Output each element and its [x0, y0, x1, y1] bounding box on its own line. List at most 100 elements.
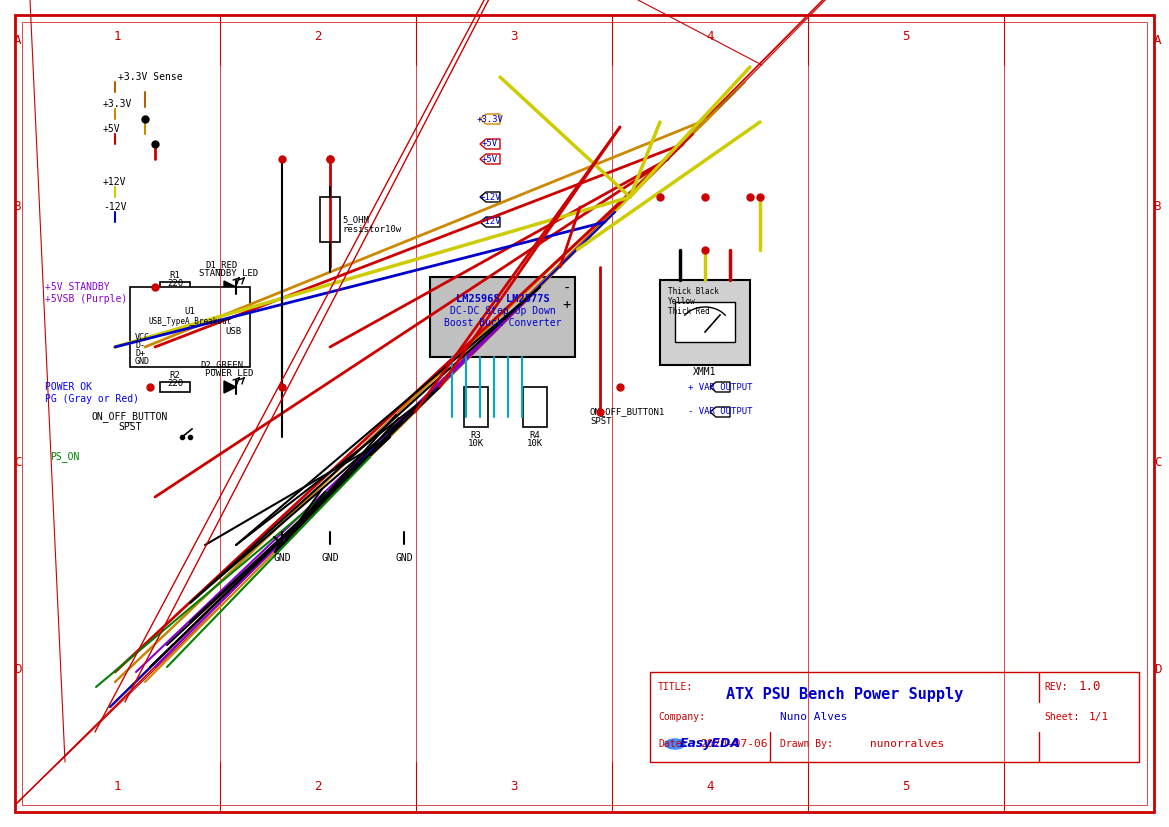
Text: 5_OHM: 5_OHM: [343, 216, 369, 224]
Text: R4: R4: [530, 431, 540, 439]
Polygon shape: [224, 281, 236, 293]
Text: 3: 3: [510, 781, 518, 793]
Text: Drawn By:: Drawn By:: [780, 739, 832, 749]
Text: R1: R1: [170, 270, 180, 280]
Text: R2: R2: [170, 370, 180, 380]
Bar: [160, 382, 191, 392]
Text: USB: USB: [226, 327, 242, 337]
Text: XMM1: XMM1: [693, 367, 717, 377]
Bar: [660, 280, 750, 365]
Text: REV:: REV:: [1044, 682, 1067, 692]
Text: ON_OFF_BUTTON1: ON_OFF_BUTTON1: [590, 408, 665, 417]
Text: +3.3V Sense: +3.3V Sense: [118, 72, 182, 82]
Polygon shape: [480, 192, 500, 202]
Bar: [320, 197, 340, 242]
Text: 5: 5: [902, 31, 909, 44]
Text: 1: 1: [113, 31, 122, 44]
Text: VCC: VCC: [134, 332, 150, 342]
Text: GND: GND: [395, 553, 413, 563]
Text: 1.0: 1.0: [1079, 681, 1101, 694]
Text: USB_TypeA_Breakout: USB_TypeA_Breakout: [148, 318, 231, 327]
Text: Date:: Date:: [658, 739, 687, 749]
Text: D: D: [1154, 663, 1162, 676]
Polygon shape: [224, 381, 236, 393]
Text: +5V: +5V: [103, 124, 120, 134]
Text: GND: GND: [321, 553, 339, 563]
Text: 10K: 10K: [468, 438, 484, 447]
Text: GND: GND: [134, 356, 150, 366]
Text: Thick Black: Thick Black: [667, 288, 719, 297]
Text: 220: 220: [167, 279, 184, 288]
Text: 5: 5: [902, 781, 909, 793]
Polygon shape: [710, 407, 729, 417]
Text: STANDBY LED: STANDBY LED: [200, 269, 258, 278]
Text: Sheet:: Sheet:: [1044, 712, 1079, 722]
Text: ATX PSU Bench Power Supply: ATX PSU Bench Power Supply: [726, 687, 963, 702]
Text: B: B: [1154, 199, 1162, 213]
Bar: [523, 387, 547, 427]
Text: A: A: [1154, 34, 1162, 46]
Text: LM2596S LM2577S: LM2596S LM2577S: [456, 294, 549, 304]
Polygon shape: [480, 154, 500, 164]
Text: 2020-07-06: 2020-07-06: [700, 739, 768, 749]
Text: nunorralves: nunorralves: [870, 739, 945, 749]
Text: EasyEDA: EasyEDA: [679, 738, 740, 750]
Text: 2: 2: [314, 31, 321, 44]
Bar: [430, 277, 575, 357]
Ellipse shape: [665, 739, 685, 749]
Polygon shape: [480, 217, 500, 227]
Text: C: C: [14, 456, 22, 469]
Text: B: B: [14, 199, 22, 213]
Text: 10K: 10K: [527, 438, 544, 447]
Text: D+: D+: [134, 348, 145, 357]
Text: 220: 220: [167, 379, 184, 388]
Text: 3: 3: [510, 31, 518, 44]
Text: +12V: +12V: [103, 177, 126, 187]
Text: -12V: -12V: [479, 218, 500, 227]
Text: +: +: [562, 298, 572, 312]
Polygon shape: [710, 382, 729, 392]
Text: -: -: [562, 282, 572, 296]
Text: -12V: -12V: [103, 202, 126, 212]
Text: D: D: [14, 663, 22, 676]
Bar: [675, 302, 735, 342]
Text: SPST: SPST: [118, 422, 141, 432]
Text: 4: 4: [706, 31, 714, 44]
Text: Nuno Alves: Nuno Alves: [780, 712, 848, 722]
Bar: [130, 287, 250, 367]
Text: 4: 4: [706, 781, 714, 793]
Text: resistor10w: resistor10w: [343, 226, 401, 235]
Text: +12V: +12V: [479, 193, 500, 202]
Text: Thick Red: Thick Red: [667, 308, 710, 317]
Text: +3.3V: +3.3V: [477, 114, 504, 123]
Text: +5V: +5V: [482, 155, 498, 164]
Polygon shape: [480, 139, 500, 149]
Text: PG (Gray or Red): PG (Gray or Red): [44, 394, 139, 404]
Text: +5V: +5V: [482, 140, 498, 149]
Text: POWER OK: POWER OK: [44, 382, 92, 392]
Text: SPST: SPST: [590, 417, 611, 426]
Text: A: A: [14, 34, 22, 46]
Text: ON_OFF_BUTTON: ON_OFF_BUTTON: [92, 412, 168, 423]
Text: PS_ON: PS_ON: [50, 452, 79, 462]
Polygon shape: [480, 114, 500, 124]
Text: +5V STANDBY: +5V STANDBY: [44, 282, 110, 292]
Text: +5VSB (Purple): +5VSB (Purple): [44, 294, 127, 304]
Text: + VAR OUTPUT: + VAR OUTPUT: [687, 383, 752, 391]
Text: R3: R3: [471, 431, 482, 439]
Text: TITLE:: TITLE:: [658, 682, 693, 692]
Text: D2_GREEN: D2_GREEN: [201, 361, 243, 370]
Bar: [464, 387, 487, 427]
Text: 1/1: 1/1: [1090, 712, 1109, 722]
Bar: [160, 282, 191, 292]
Text: POWER LED: POWER LED: [205, 369, 254, 377]
Text: D1_RED: D1_RED: [206, 261, 238, 270]
Text: Boost Buck Converter: Boost Buck Converter: [444, 318, 561, 328]
Text: +3.3V: +3.3V: [103, 99, 132, 109]
Text: Company:: Company:: [658, 712, 705, 722]
Text: C: C: [1154, 456, 1162, 469]
Bar: [650, 672, 1139, 762]
Text: GND: GND: [274, 553, 291, 563]
Text: Yellow: Yellow: [667, 298, 696, 307]
Text: - VAR OUTPUT: - VAR OUTPUT: [687, 408, 752, 417]
